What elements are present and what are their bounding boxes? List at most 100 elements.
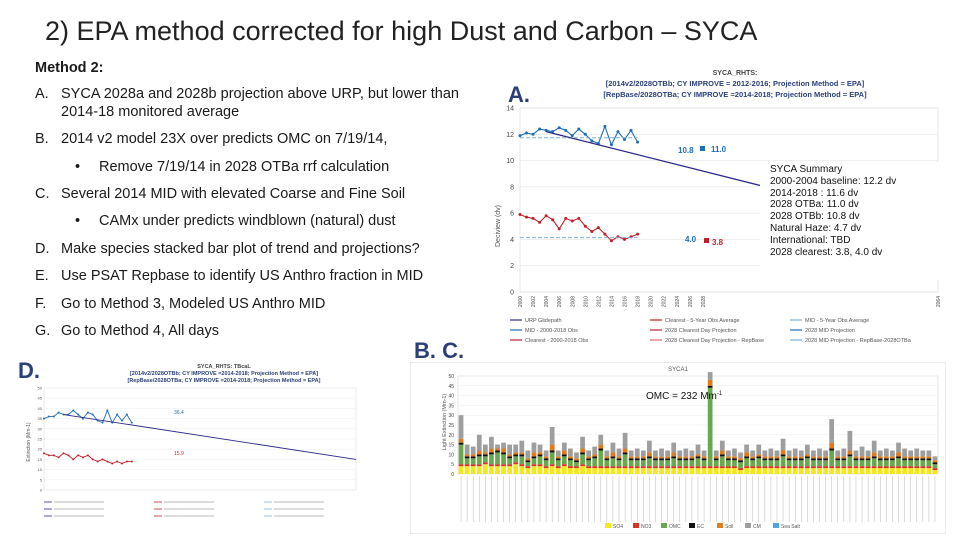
chart-bc-y-tick: 20	[448, 433, 454, 439]
chart-a-legend-label: 2028 MID Projection	[805, 328, 855, 334]
chart-bc-bar-segment	[932, 456, 938, 461]
chart-bc-bar-segment	[610, 442, 616, 453]
chart-bc-bar-segment	[622, 448, 628, 453]
chart-a-x-tick: 2006	[557, 296, 563, 307]
chart-a-x-tick: 2020	[649, 296, 655, 307]
chart-d-y-tick: 20	[38, 447, 43, 452]
chart-bc-bar-segment	[519, 440, 525, 453]
chart-bc-bar-segment	[501, 464, 506, 467]
chart-bc-bar-segment	[628, 468, 634, 474]
chart-bc-bar-segment	[908, 468, 914, 474]
chart-bc-bar-segment	[677, 450, 683, 457]
chart-bc-bar-segment	[811, 468, 816, 474]
chart-bc-bar-segment	[634, 468, 640, 474]
chart-a-point	[531, 216, 535, 220]
chart-bc-bar-segment	[707, 466, 713, 469]
chart-bc-bar-segment	[549, 466, 555, 474]
chart-bc-bar-segment	[932, 464, 938, 469]
chart-d-annot-lower: 15.9	[174, 451, 184, 457]
chart-bc-bar-segment	[568, 466, 573, 469]
chart-bc-bar-segment	[519, 466, 525, 474]
chart-bc-bar-segment	[586, 468, 592, 474]
chart-bc-bar-segment	[489, 466, 494, 474]
chart-bc-bar-segment	[458, 415, 464, 439]
chart-bc-bar-segment	[926, 466, 932, 469]
chart-d-point	[125, 413, 128, 416]
chart-bc-bar-segment	[811, 460, 816, 467]
chart-bc-bar-segment	[537, 456, 543, 465]
chart-d-y-tick: 45	[38, 396, 43, 401]
summary-line: 2000-2004 baseline: 12.2 dv	[770, 175, 897, 187]
chart-d-title: SYCA_RHTS: TBcaL	[197, 364, 251, 370]
chart-bc-bar-segment	[890, 466, 895, 469]
chart-bc-bar-segment	[610, 468, 616, 474]
chart-d-point	[52, 415, 55, 418]
chart-bc-bar-segment	[482, 444, 488, 453]
chart-bc-bar-segment	[604, 460, 610, 467]
chart-d-point	[57, 411, 60, 414]
chart-bc-bar-segment	[890, 450, 895, 457]
chart-bc-bar-segment	[719, 456, 725, 467]
chart-bc-bar-segment	[543, 468, 549, 474]
chart-bc-legend-label: NO3	[641, 524, 652, 530]
chart-bc-bar-segment	[616, 448, 622, 457]
chart-bc-y-tick: 15	[448, 443, 454, 449]
chart-bc-y-tick: 10	[448, 452, 454, 458]
chart-bc-bar-segment	[732, 468, 737, 474]
chart-bc-bar-segment	[653, 460, 658, 467]
chart-a-point	[538, 220, 542, 224]
chart-bc-bar-segment	[543, 458, 549, 461]
chart-bc-bar-segment	[701, 450, 707, 457]
chart-bc-bar-segment	[756, 444, 762, 455]
chart-bc-bar-segment	[756, 456, 762, 459]
chart-bc-bar-segment	[804, 458, 810, 467]
chart-a-point	[623, 138, 626, 142]
list-item-e: E. Use PSAT Repbase to identify US Anthro…	[35, 268, 424, 285]
chart-a-x-tick: 2014	[609, 296, 615, 307]
chart-bc-bar-segment	[495, 444, 500, 449]
chart-a-point	[623, 237, 626, 241]
chart-bc-legend-label: CM	[753, 524, 761, 530]
chart-bc-bar-segment	[786, 458, 792, 461]
chart-bc-bar-segment	[835, 460, 841, 467]
chart-bc-y-tick: 45	[448, 384, 454, 390]
chart-bc-bar-segment	[841, 468, 847, 474]
chart-bc-bar-segment	[823, 460, 828, 467]
chart-bc-bar-segment	[829, 442, 835, 449]
chart-bc-bar-segment	[495, 448, 500, 451]
chart-d-point	[77, 454, 80, 457]
chart-a-point	[518, 134, 522, 138]
chart-bc-y-tick: 30	[448, 413, 454, 419]
chart-bc-bar-segment	[829, 468, 835, 474]
chart-bc-bar-segment	[574, 452, 579, 459]
chart-bc-bar-segment	[531, 466, 537, 474]
chart-bc-bar-segment	[744, 456, 749, 459]
chart-a-point	[525, 215, 529, 219]
chart-bc-bar-segment	[738, 452, 743, 459]
chart-d-subtitle-1: [2014v2/2028OTBb; CY IMPROVE =2014-2018;…	[130, 371, 318, 377]
chart-d-y-tick: 40	[38, 406, 43, 411]
chart-a-legend-label: 2028 Clearest Day Projection - RepBase	[665, 338, 764, 344]
chart-d-point	[52, 454, 55, 457]
chart-bc-bar-segment	[829, 419, 835, 443]
chart-bc-ylabel: Light Extinction (Mm-1)	[442, 394, 448, 451]
chart-d-point	[82, 417, 84, 420]
chart-bc-bar-segment	[713, 458, 719, 461]
chart-bc-legend-swatch	[605, 523, 611, 528]
summary-title: SYCA Summary	[770, 164, 843, 175]
chart-bc-bar-segment	[647, 440, 652, 453]
chart-bc-bar-segment	[689, 450, 695, 457]
chart-bc-bar-segment	[926, 450, 932, 457]
chart-bc-legend-swatch	[717, 523, 723, 528]
chart-bc-bar-segment	[586, 460, 592, 467]
chart-a-legend-label: 2028 MID Projection - RepBase-2028OTBa	[805, 338, 912, 344]
chart-bc-bar-segment	[628, 456, 634, 459]
chart-bc-bar-segment	[859, 466, 865, 469]
chart-bc-bar-segment	[932, 468, 938, 471]
chart-a-x-tick: 2028	[701, 296, 707, 307]
chart-bc-bar-segment	[890, 468, 895, 474]
chart-bc-bar-segment	[920, 468, 926, 474]
chart-bc-y-tick: 50	[448, 374, 454, 380]
chart-bc-bar-segment	[695, 458, 701, 467]
chart-bc-bar-segment	[695, 466, 701, 469]
